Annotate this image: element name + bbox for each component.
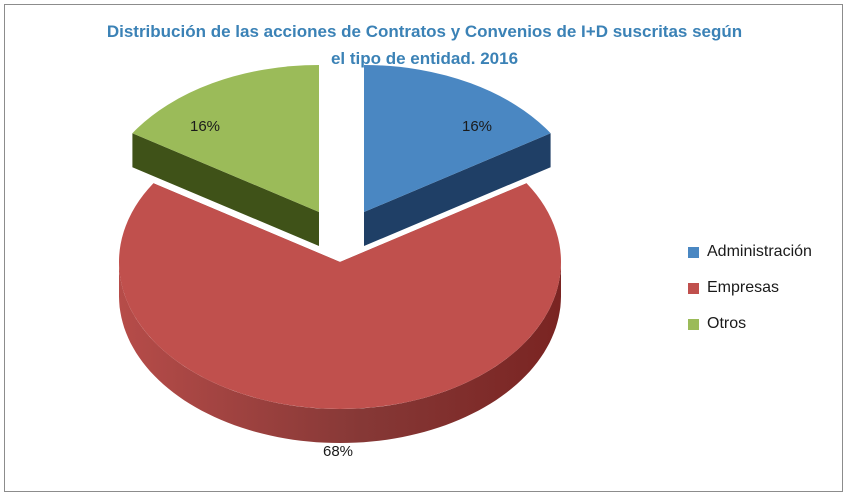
label-administracion: 16% (462, 118, 492, 135)
legend-label-empresas: Empresas (707, 279, 780, 296)
legend-item-administracion: Administración (688, 234, 812, 270)
legend: Administración Empresas Otros (688, 234, 812, 342)
slice-wall-empresas (119, 262, 561, 443)
legend-label-otros: Otros (707, 315, 747, 332)
legend-item-otros: Otros (688, 306, 812, 342)
label-empresas: 68% (323, 443, 353, 460)
label-otros: 16% (190, 118, 220, 135)
legend-swatch-empresas (688, 282, 699, 294)
legend-swatch-administracion (688, 246, 699, 258)
legend-swatch-otros (688, 318, 699, 330)
chart-title: Distribución de las acciones de Contrato… (0, 18, 849, 72)
slice-otros (132, 65, 319, 212)
chart-title-line-2: el tipo de entidad. 2016 (330, 49, 519, 68)
slice-edge-otros-0 (132, 133, 319, 246)
legend-label-administracion: Administración (707, 243, 812, 260)
chart-title-line-1: Distribución de las acciones de Contrato… (106, 22, 743, 41)
slice-empresas (118, 183, 561, 409)
legend-item-empresas: Empresas (688, 270, 812, 306)
slice-edge-administracion-1 (364, 133, 551, 246)
pie-tops (118, 65, 561, 409)
slice-administracion (364, 65, 551, 212)
pie-labels: 16% 68% 16% (190, 118, 492, 460)
